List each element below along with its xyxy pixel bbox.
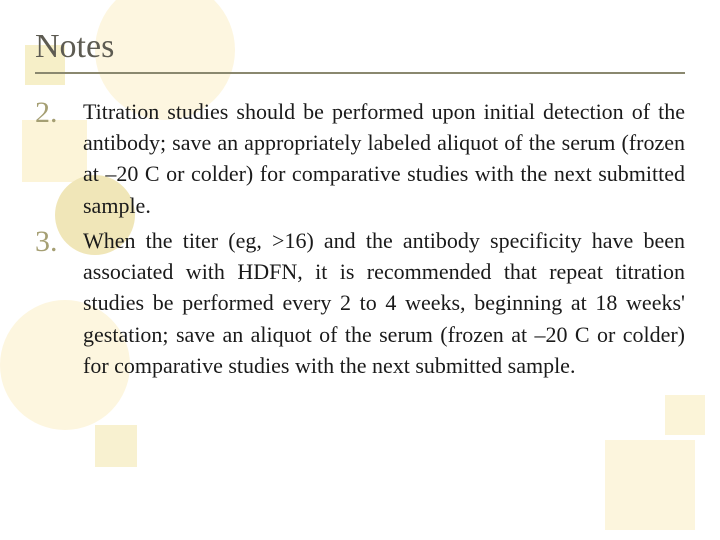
list-item: 3. When the titer (eg, >16) and the anti…	[35, 225, 685, 381]
list-number: 2.	[35, 96, 83, 129]
content-area: 2. Titration studies should be performed…	[0, 84, 720, 381]
list-text: Titration studies should be performed up…	[83, 96, 685, 221]
bg-decor-square	[95, 425, 137, 467]
title-divider	[35, 72, 685, 74]
list-item: 2. Titration studies should be performed…	[35, 96, 685, 221]
list-text: When the titer (eg, >16) and the antibod…	[83, 225, 685, 381]
bg-decor-square	[605, 440, 695, 530]
list-number: 3.	[35, 225, 83, 258]
header: Notes	[0, 0, 720, 84]
page-title: Notes	[35, 28, 685, 66]
bg-decor-square	[665, 395, 705, 435]
notes-list: 2. Titration studies should be performed…	[35, 96, 685, 381]
